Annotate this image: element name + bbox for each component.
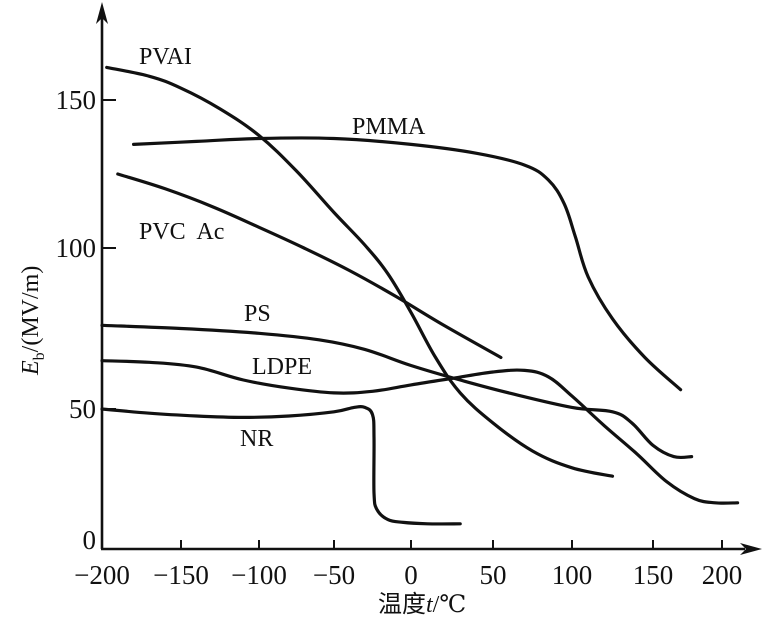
series-labels: PVAI PMMA PVC Ac PS LDPE NR	[139, 44, 426, 452]
y-tick-label: 150	[56, 85, 97, 115]
y-axis-title: Eb/(MV/m)	[18, 266, 48, 376]
y-tick-label: 50	[69, 394, 96, 424]
y-axis-title-unit: /(MV/m)	[18, 266, 44, 353]
curve-pval	[105, 65, 615, 478]
x-axis-arrow-icon	[740, 543, 762, 555]
x-tick-label: 0	[404, 560, 418, 590]
x-tick-label: −150	[153, 560, 209, 590]
series-label-nr: NR	[240, 426, 273, 452]
y-axis-title-var: E	[18, 360, 44, 376]
x-tick-label: −100	[231, 560, 287, 590]
x-tick-label: 150	[633, 560, 674, 590]
y-tick-label: 0	[83, 525, 97, 555]
series-label-pval: PVAI	[139, 44, 192, 70]
curve-ldpe	[100, 359, 740, 505]
curve-pmma	[132, 136, 683, 392]
curve-pvc-ac	[116, 172, 503, 360]
curves	[100, 65, 740, 526]
x-axis-title-var: t	[426, 592, 434, 617]
series-label-pvc-ac: PVC Ac	[139, 219, 224, 245]
x-tick-label: −200	[74, 560, 130, 590]
y-axis-title-sub: b	[31, 352, 48, 360]
x-tick-label: 50	[480, 560, 507, 590]
y-tick-label: 100	[56, 233, 97, 263]
x-tick-label: 200	[702, 560, 743, 590]
axes	[96, 2, 762, 555]
curve-ps	[100, 323, 694, 460]
y-axis-arrow-icon	[96, 2, 108, 24]
series-label-ps: PS	[244, 301, 271, 327]
series-label-pmma: PMMA	[352, 114, 426, 140]
y-ticks: 0 50 100 150	[56, 85, 116, 555]
x-tick-label: 100	[552, 560, 593, 590]
x-tick-label: −50	[313, 560, 355, 590]
x-axis-title-prefix: 温度	[378, 591, 426, 617]
series-label-ldpe: LDPE	[252, 354, 312, 380]
x-axis-title-unit: /℃	[433, 592, 467, 617]
x-axis-title: 温度t/℃	[378, 591, 466, 617]
x-ticks: −200 −150 −100 −50 0 50 100 150 200	[74, 540, 742, 590]
axis-titles: 温度t/℃ Eb/(MV/m)	[18, 266, 466, 617]
curve-nr	[100, 405, 462, 526]
